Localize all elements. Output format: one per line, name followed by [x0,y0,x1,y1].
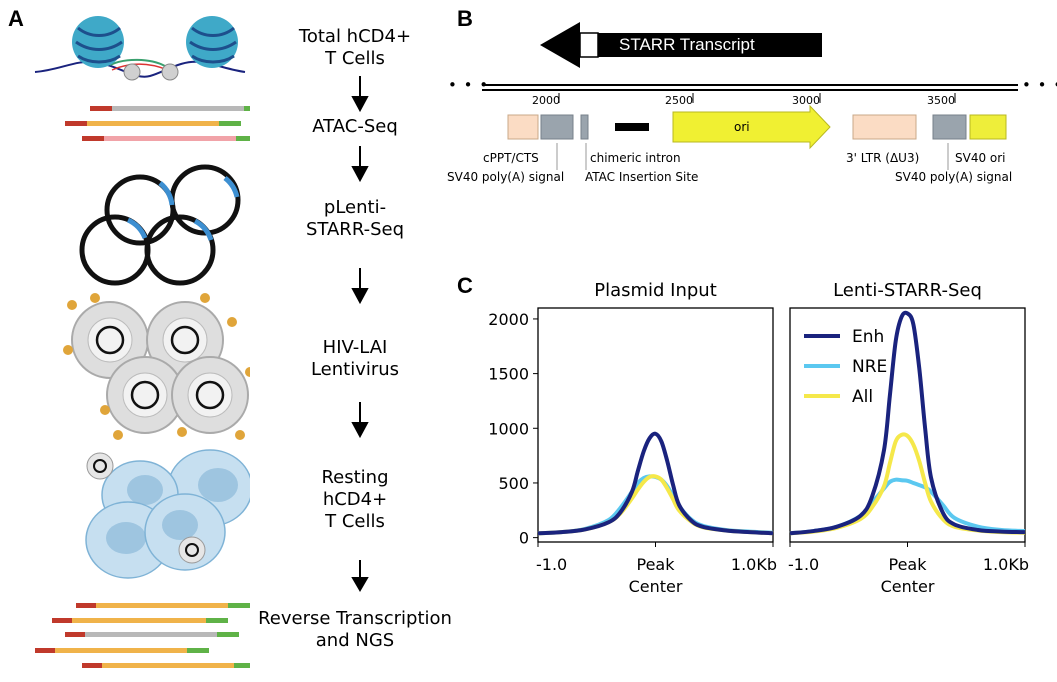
cppt-box [507,114,539,140]
position-3000: 3000 [792,94,820,107]
legend-label-enh: Enh [852,327,884,347]
step-atac-seq: ATAC-Seq [312,116,398,137]
position-2000: 2000 [532,94,560,107]
x-tick-label: -1.0 [788,555,819,574]
ltr-label: 3' LTR (ΔU3) [846,151,920,165]
position-3500: 3500 [927,94,955,107]
chart-plasmid-input: Plasmid Input 0 500 1000 1500 2000 -1.0 Peak Cen… [488,280,777,596]
x-tick-label: Center [881,577,935,596]
sv40-polya-box-left [540,114,574,140]
x-tick-label: 1.0Kb [983,555,1029,574]
plasmid-map [482,22,1018,170]
step-reverse-transcription: Reverse Transcription and NGS [258,608,452,651]
ltr-box [852,114,917,140]
series-line-all [537,474,774,536]
atac-insertion-site-label: ATAC Insertion Site [585,170,699,184]
cppt-label: cPPT/CTS [483,151,539,165]
sv40-polya-label-left: SV40 poly(A) signal [447,170,565,184]
plot-frame [537,307,774,543]
ngs-reads [35,603,250,668]
ori-label: ori [734,120,750,134]
lentivirus-particles [63,293,250,440]
y-tick-label: 500 [498,474,529,493]
chart-title: Lenti-STARR-Seq [833,280,982,301]
x-tick-label: Center [629,577,683,596]
ori-arrow [672,104,831,150]
backbone-ellipsis-left: • • • [448,76,490,94]
position-2500: 2500 [665,94,693,107]
panel-label-a: A [8,6,24,31]
workflow-arrows [351,76,369,592]
sv40-polya-label-right: SV40 poly(A) signal [895,170,1013,184]
chimeric-intron-box [580,114,589,140]
x-tick-label: 1.0Kb [731,555,777,574]
sv40-polya-box-right [932,114,967,140]
t-cells [85,449,250,579]
series-line-all [789,432,1026,536]
profile-charts: Plasmid Input 0 500 1000 1500 2000 -1.0 Peak Cen… [488,280,1029,596]
x-tick-label: Peak [637,555,676,574]
series-line-enh [789,310,1026,536]
panel-label-b: B [457,6,473,31]
starr-transcript-label: STARR Transcript [619,35,755,54]
step-total-t-cells: Total hCD4+ T Cells [298,26,412,69]
nucleosome-illustration [34,16,246,81]
legend-label-all: All [852,387,873,407]
x-tick-label: Peak [889,555,928,574]
y-tick-label: 1000 [488,419,529,438]
y-tick-label: 2000 [488,310,529,329]
atac-insertion-site-box [615,123,649,131]
sv40-ori-label: SV40 ori [955,151,1006,165]
chart-title: Plasmid Input [594,280,717,301]
starr-transcript-arrow [540,22,822,68]
y-tick-label: 1500 [488,365,529,384]
panel-label-c: C [457,273,473,298]
legend-label-nre: NRE [852,357,887,377]
series-line-enh [537,431,774,536]
series-line-nre [789,477,1026,536]
series-line-nre [537,474,774,536]
chimeric-intron-label: chimeric intron [590,151,681,165]
backbone-ellipsis-right: • • • [1022,76,1057,94]
x-tick-label: -1.0 [536,555,567,574]
y-tick-label: 0 [519,529,529,548]
plot-frame [789,307,1026,543]
chart-lenti-starr-seq: Lenti-STARR-Seq -1.0 Peak Center 1.0Kb Enh NRE… [788,280,1029,596]
atac-fragments [65,106,250,141]
step-plenti-starr-seq: pLenti- STARR-Seq [305,197,405,240]
step-hiv-lai: HIV-LAI Lentivirus [310,337,400,380]
sv40-ori-box [969,114,1007,140]
workflow-illustrations [34,16,250,668]
step-resting-t-cells: Resting hCD4+ T Cells [321,467,389,532]
